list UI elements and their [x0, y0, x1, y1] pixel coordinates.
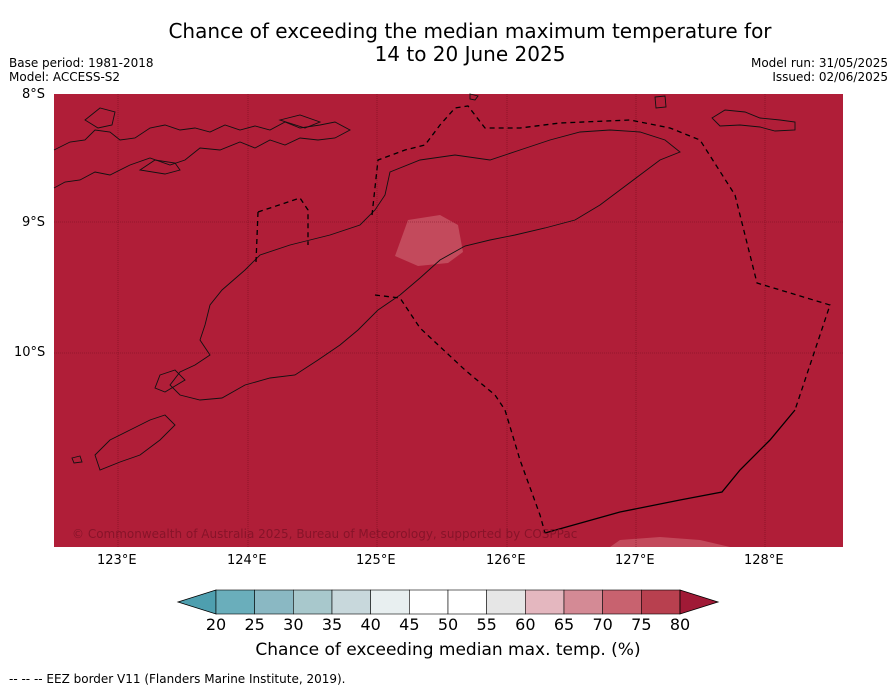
colorbar-segment — [370, 589, 410, 615]
issued-date: Issued: 02/06/2025 — [772, 70, 888, 84]
colorbar-segment — [563, 589, 603, 615]
title-line-1: Chance of exceeding the median maximum t… — [168, 19, 772, 43]
model-name: Model: ACCESS-S2 — [9, 70, 121, 84]
colorbar-segment — [525, 589, 565, 615]
meta-left: Base period: 1981-2018 Model: ACCESS-S2 — [9, 56, 154, 84]
lon-label-126e: 126°E — [486, 553, 526, 568]
colorbar-tick-label: 30 — [283, 615, 304, 634]
colorbar-segment — [293, 589, 333, 615]
base-period: Base period: 1981-2018 — [9, 56, 154, 70]
colorbar-tick-label: 45 — [399, 615, 420, 634]
colorbar-segment — [447, 589, 487, 615]
probability-patch — [395, 215, 463, 266]
lat-label-8s: 8°S — [22, 87, 46, 102]
colorbar-tick-label: 70 — [592, 615, 613, 634]
eez-footer-note: -- -- -- EEZ border V11 (Flanders Marine… — [9, 672, 346, 686]
model-run: Model run: 31/05/2025 — [750, 56, 888, 70]
colorbar-tick-label: 50 — [437, 615, 459, 634]
colorbar-segment — [254, 589, 294, 615]
colorbar-under-arrow — [176, 589, 217, 615]
colorbar-segment — [409, 589, 449, 615]
colorbar-tick-label: 25 — [244, 615, 265, 634]
lat-label-9s: 9°S — [22, 215, 46, 230]
meta-right: Model run: 31/05/2025 Issued: 02/06/2025 — [751, 56, 888, 84]
lon-label-124e: 124°E — [227, 553, 267, 568]
colorbar-tick-label: 35 — [321, 615, 343, 634]
copyright-text: © Commonwealth of Australia 2025, Bureau… — [72, 527, 578, 541]
title-line-2: 14 to 20 June 2025 — [374, 42, 566, 66]
colorbar-tick-label: 40 — [360, 615, 381, 634]
gridlines — [54, 94, 843, 547]
colorbar-segment — [331, 589, 371, 615]
lon-label-127e: 127°E — [615, 553, 655, 568]
colorbar-segment — [602, 589, 642, 615]
eez-solid-border — [544, 409, 796, 534]
colorbar-tick-label: 80 — [669, 615, 691, 634]
lon-label-128e: 128°E — [744, 553, 784, 568]
map-area — [54, 94, 843, 547]
eez-border — [255, 105, 831, 534]
colorbar-tick-label: 20 — [205, 615, 227, 634]
colorbar-over-arrow — [679, 589, 720, 615]
lon-label-123e: 123°E — [97, 553, 137, 568]
probability-patch — [610, 537, 730, 547]
colorbar-tick-label: 65 — [553, 615, 575, 634]
colorbar-segment — [486, 589, 526, 615]
colorbar-caption: Chance of exceeding median max. temp. (%… — [255, 640, 641, 660]
lon-label-125e: 125°E — [356, 553, 396, 568]
coastlines — [53, 93, 796, 471]
colorbar-tick-label: 55 — [476, 615, 497, 634]
colorbar-tick-label: 75 — [631, 615, 652, 634]
colorbar-tick-label: 60 — [515, 615, 536, 634]
lat-label-10s: 10°S — [14, 345, 46, 360]
colorbar-segment — [215, 589, 255, 615]
colorbar — [176, 589, 720, 615]
colorbar-segment — [641, 589, 681, 615]
chart-title: Chance of exceeding the median maximum t… — [0, 20, 896, 66]
